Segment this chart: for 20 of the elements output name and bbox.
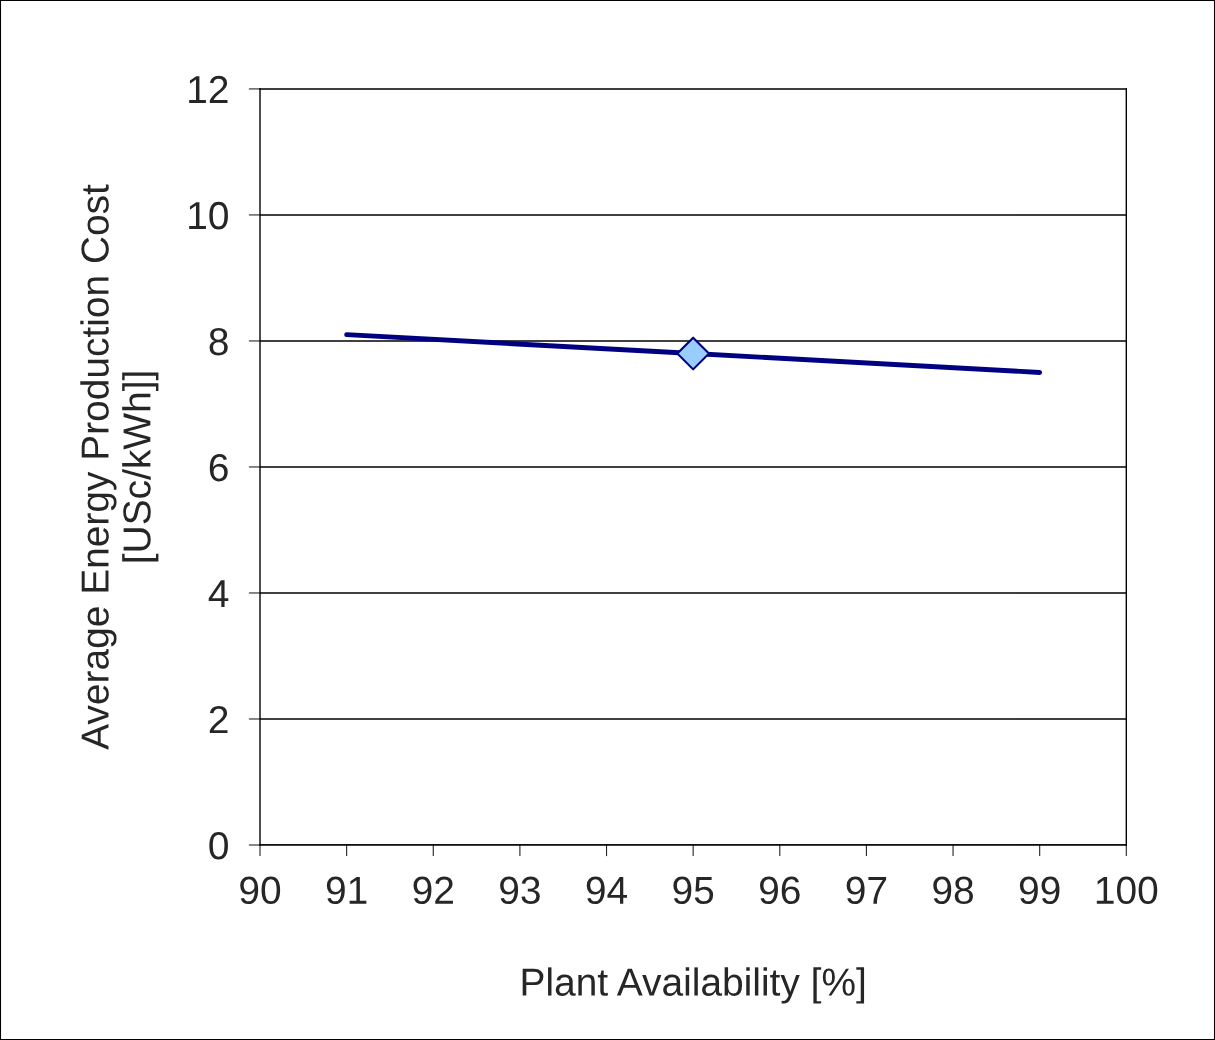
x-tick-label: 100 <box>1096 876 1158 905</box>
y-tick-label: 4 <box>208 580 229 608</box>
y-tick-label: 0 <box>209 831 228 860</box>
x-axis-title: Plant Availability [%] <box>522 967 865 1004</box>
x-tick-label: 93 <box>500 876 540 905</box>
x-tick-label: 99 <box>1019 876 1060 905</box>
y-tick-label: 10 <box>189 201 228 230</box>
y-tick-label: 6 <box>209 453 228 482</box>
x-tick-label: 91 <box>326 876 367 905</box>
x-tick-label: 95 <box>673 876 714 905</box>
y-tick-label: 12 <box>189 75 228 104</box>
x-tick-label: 90 <box>240 876 281 905</box>
x-tick-label: 94 <box>586 876 628 905</box>
y-axis-title: Average Energy Production Cost [USc/kWh]] <box>80 184 159 750</box>
y-tick-label: 2 <box>209 705 228 734</box>
x-tick-label: 98 <box>933 876 973 905</box>
x-tick-label: 96 <box>759 876 800 905</box>
y-tick-label: 8 <box>209 327 228 356</box>
x-tick-label: 92 <box>413 876 453 905</box>
x-tick-label: 97 <box>846 876 887 905</box>
